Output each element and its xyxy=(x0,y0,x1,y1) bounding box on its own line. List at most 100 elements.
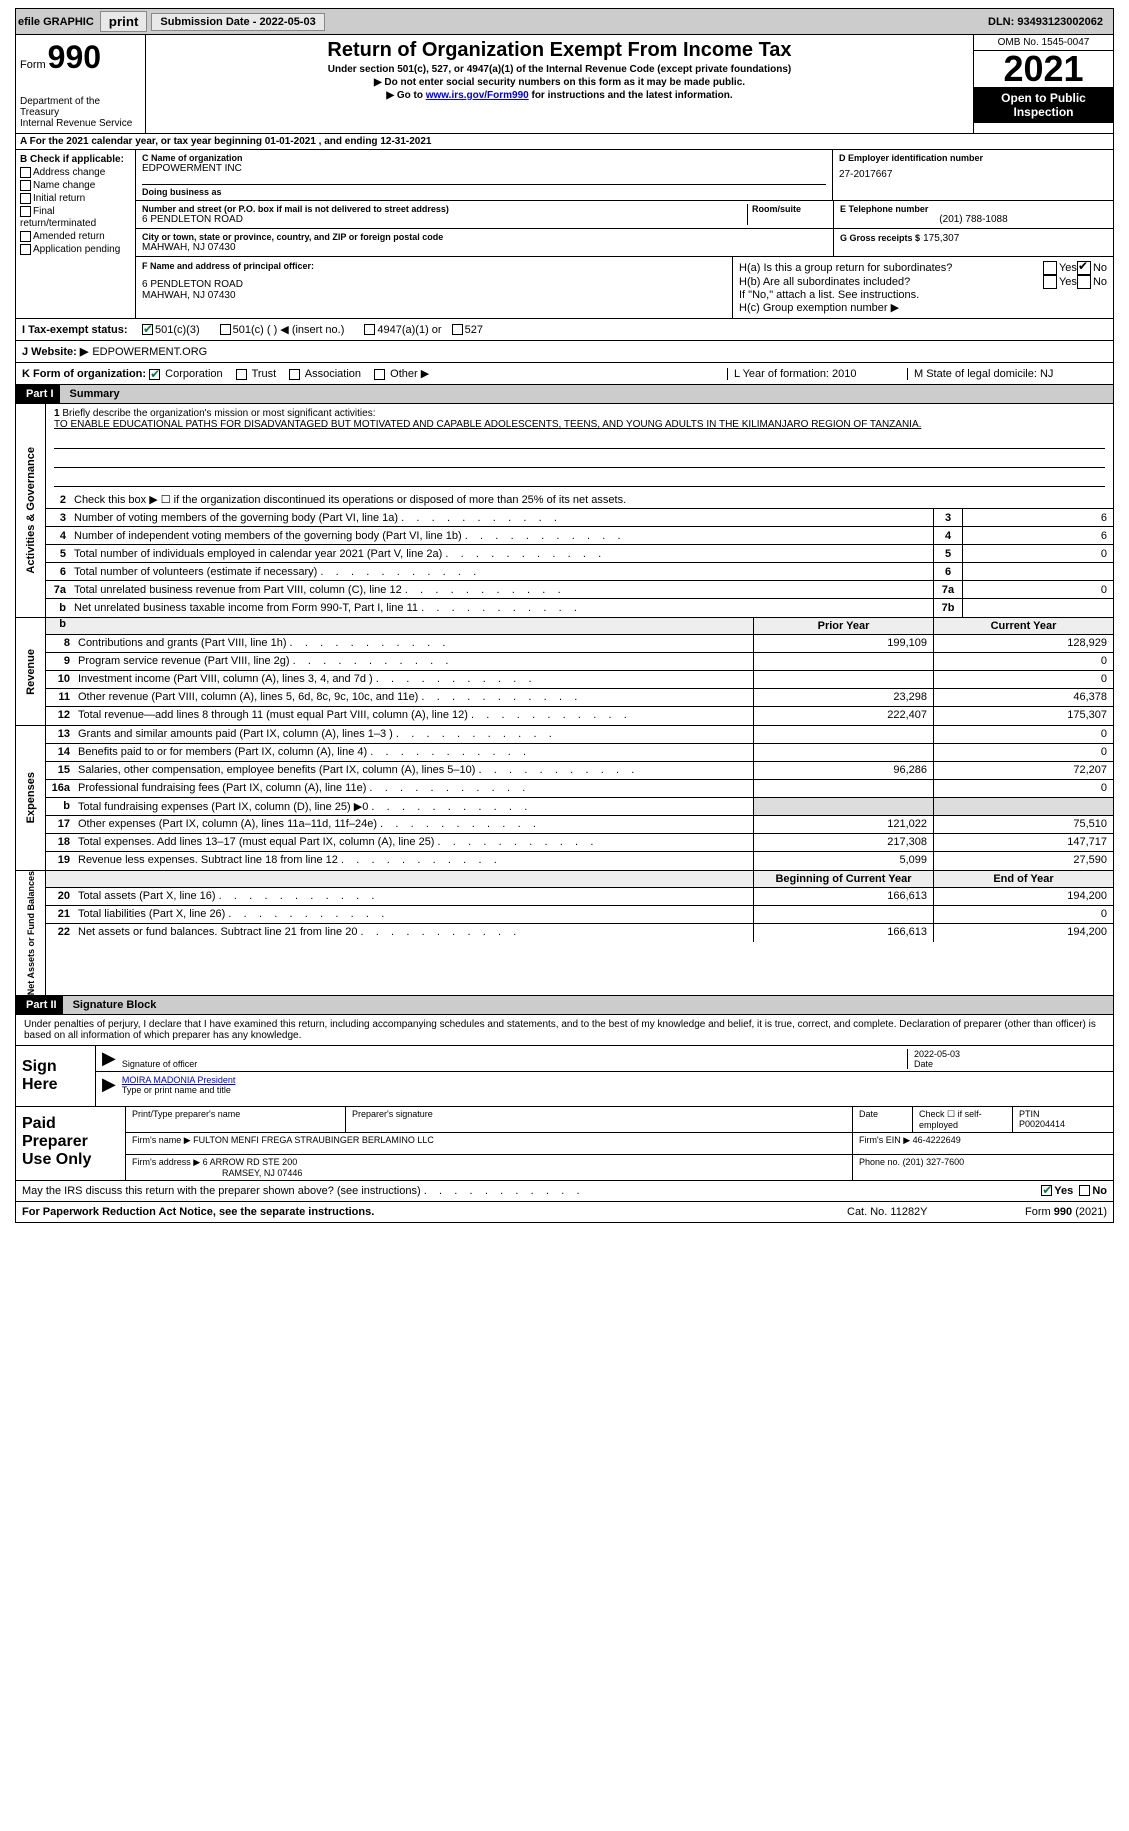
sig-officer-field: Signature of officer xyxy=(122,1049,907,1069)
side-activities: Activities & Governance xyxy=(16,404,46,617)
mission-block: 1 Briefly describe the organization's mi… xyxy=(46,404,1113,491)
part2-hdr: Part II xyxy=(16,996,67,1014)
form-container: efile GRAPHIC print Submission Date - 20… xyxy=(0,0,1129,1231)
print-button[interactable]: print xyxy=(100,11,148,32)
sig-name-field: MOIRA MADONIA PresidentType or print nam… xyxy=(122,1075,1107,1095)
footer-mid: Cat. No. 11282Y xyxy=(847,1206,967,1218)
ptin-label: PTIN xyxy=(1019,1109,1040,1119)
efile-label: efile GRAPHIC xyxy=(18,16,94,28)
org-name: EDPOWERMENT INC xyxy=(142,163,826,174)
cb-other[interactable] xyxy=(374,369,385,380)
cb-hb-no[interactable] xyxy=(1077,275,1091,289)
footer-left: For Paperwork Reduction Act Notice, see … xyxy=(22,1206,847,1218)
addr-left: Number and street (or P.O. box if mail i… xyxy=(136,201,833,256)
header-right: OMB No. 1545-0047 2021 Open to Public In… xyxy=(973,35,1113,133)
phone: (201) 788-1088 xyxy=(840,214,1107,225)
sig-intro: Under penalties of perjury, I declare th… xyxy=(16,1015,1113,1045)
firm-ein-cell: Firm's EIN ▶ 46-4222649 xyxy=(853,1133,1113,1154)
opt-4947: 4947(a)(1) or xyxy=(377,324,441,336)
ein: 27-2017667 xyxy=(839,169,1107,180)
cb-4947[interactable] xyxy=(364,324,375,335)
mission-text: TO ENABLE EDUCATIONAL PATHS FOR DISADVAN… xyxy=(54,419,921,430)
arrow-icon: ▶ xyxy=(102,1048,116,1069)
cb-name[interactable] xyxy=(20,180,31,191)
form-header: Form 990 Department of the Treasury Inte… xyxy=(15,35,1114,134)
cb-address[interactable] xyxy=(20,167,31,178)
note2-post: for instructions and the latest informat… xyxy=(529,90,733,101)
m-state: M State of legal domicile: NJ xyxy=(907,368,1107,380)
prep-label: Paid Preparer Use Only xyxy=(16,1107,126,1180)
part1-title: Summary xyxy=(60,385,130,403)
cb-trust[interactable] xyxy=(236,369,247,380)
cb-amended[interactable] xyxy=(20,231,31,242)
addr: 6 PENDLETON ROAD xyxy=(142,214,747,225)
sig-officer-label: Signature of officer xyxy=(122,1059,197,1069)
officer-addr1: 6 PENDLETON ROAD xyxy=(142,279,726,290)
cb-hb-yes[interactable] xyxy=(1043,275,1057,289)
firm-addr: 6 ARROW RD STE 200 xyxy=(203,1157,298,1167)
topbar: efile GRAPHIC print Submission Date - 20… xyxy=(15,8,1114,35)
cb-discuss-no[interactable] xyxy=(1079,1185,1090,1196)
opt-pending: Application pending xyxy=(33,244,120,255)
firm-phone-cell: Phone no. (201) 327-7600 xyxy=(853,1155,1113,1180)
opt-address: Address change xyxy=(33,167,105,178)
prep-date-hdr: Date xyxy=(853,1107,913,1132)
prep-name-hdr: Print/Type preparer's name xyxy=(126,1107,346,1132)
opt-other: Other ▶ xyxy=(390,368,429,380)
prep-sig-hdr: Preparer's signature xyxy=(346,1107,853,1132)
form-label: Form xyxy=(20,59,46,71)
tax-year: 2021 xyxy=(974,51,1113,87)
phone-label: Phone no. xyxy=(859,1157,900,1167)
cb-final[interactable] xyxy=(20,206,31,217)
k-label: K Form of organization: xyxy=(22,368,146,380)
gross: 175,307 xyxy=(923,233,959,244)
cb-assoc[interactable] xyxy=(289,369,300,380)
d-label: D Employer identification number xyxy=(839,153,1107,163)
cy-hdr: Current Year xyxy=(933,618,1113,634)
cb-501c3[interactable] xyxy=(142,324,153,335)
website-row: J Website: ▶ EDPOWERMENT.ORG xyxy=(15,341,1114,363)
cb-initial[interactable] xyxy=(20,193,31,204)
addr-right: E Telephone number (201) 788-1088 G Gros… xyxy=(833,201,1113,256)
firm-name: FULTON MENFI FREGA STRAUBINGER BERLAMINO… xyxy=(193,1135,434,1145)
irs-link[interactable]: www.irs.gov/Form990 xyxy=(426,90,529,101)
cb-ha-no[interactable] xyxy=(1077,261,1091,275)
j-label: J Website: ▶ xyxy=(22,345,88,358)
na-cy-hdr: End of Year xyxy=(933,871,1113,887)
l-year: L Year of formation: 2010 xyxy=(727,368,907,380)
opt-527: 527 xyxy=(465,324,483,336)
prep-check: Check ☐ if self-employed xyxy=(913,1107,1013,1132)
hb-label: H(b) Are all subordinates included? xyxy=(739,276,1043,288)
irs-label: Internal Revenue Service xyxy=(20,118,141,129)
firm-name-label: Firm's name ▶ xyxy=(132,1135,191,1145)
cb-501c[interactable] xyxy=(220,324,231,335)
expenses-section: Expenses 13Grants and similar amounts pa… xyxy=(15,726,1114,871)
header-center: Return of Organization Exempt From Incom… xyxy=(146,35,973,133)
cb-pending[interactable] xyxy=(20,244,31,255)
header-left: Form 990 Department of the Treasury Inte… xyxy=(16,35,146,133)
submission-date: Submission Date - 2022-05-03 xyxy=(151,13,324,31)
activities-section: Activities & Governance 1 Briefly descri… xyxy=(15,404,1114,618)
cb-corp[interactable] xyxy=(149,369,160,380)
footer-right: Form 990 (2021) xyxy=(967,1206,1107,1218)
row-a: A For the 2021 calendar year, or tax yea… xyxy=(15,134,1114,150)
side-expenses: Expenses xyxy=(16,726,46,870)
addr-label: Number and street (or P.O. box if mail i… xyxy=(142,204,747,214)
firm-addr-label: Firm's address ▶ xyxy=(132,1157,200,1167)
na-py-hdr: Beginning of Current Year xyxy=(753,871,933,887)
py-hdr: Prior Year xyxy=(753,618,933,634)
cb-ha-yes[interactable] xyxy=(1043,261,1057,275)
cb-discuss-yes[interactable] xyxy=(1041,1185,1052,1196)
c-label: C Name of organization xyxy=(142,153,826,163)
firm-ein-label: Firm's EIN ▶ xyxy=(859,1135,910,1145)
date-label: Date xyxy=(914,1059,933,1069)
website-url: EDPOWERMENT.ORG xyxy=(92,346,207,358)
note-2: ▶ Go to www.irs.gov/Form990 for instruct… xyxy=(154,90,965,101)
prep-phone: (201) 327-7600 xyxy=(903,1157,965,1167)
e-label: E Telephone number xyxy=(840,204,1107,214)
b-label: B Check if applicable: xyxy=(20,154,131,165)
opt-501c3: 501(c)(3) xyxy=(155,324,200,336)
side-netassets: Net Assets or Fund Balances xyxy=(16,871,46,995)
opt-amended: Amended return xyxy=(33,231,105,242)
cb-527[interactable] xyxy=(452,324,463,335)
